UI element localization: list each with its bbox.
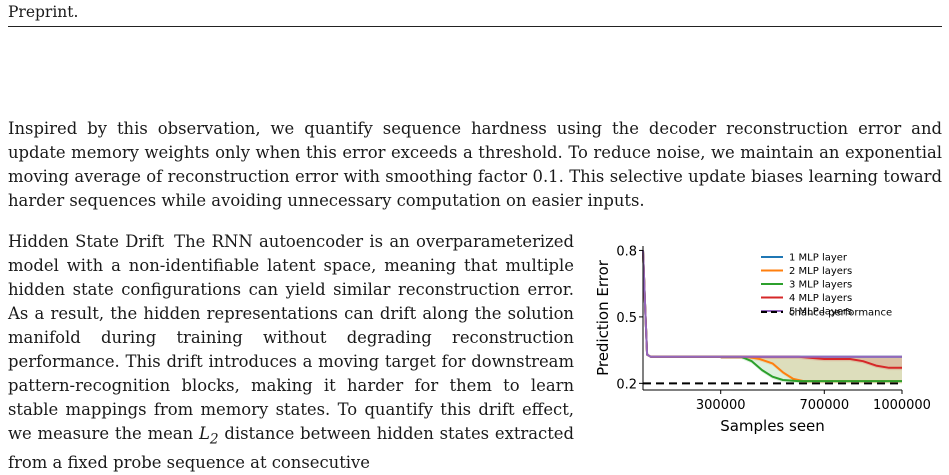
drift-paragraph: Hidden State Drift The RNN autoencoder is… xyxy=(8,230,574,475)
legend-label: 5 MLP layers xyxy=(789,307,852,318)
legend-label: chance performance xyxy=(789,308,892,319)
series-line xyxy=(642,250,902,358)
y-axis-label: Prediction Error xyxy=(594,259,612,376)
legend-label: 4 MLP layers xyxy=(789,293,852,304)
prediction-error-chart: 0.2 0.5 0.8 300000 700000 1000000 Samples see… xyxy=(594,244,931,435)
legend-label: 2 MLP layers xyxy=(789,266,852,277)
math-subscript: 2 xyxy=(209,431,219,448)
x-tick-label: 700000 xyxy=(799,398,849,413)
x-tick-label: 300000 xyxy=(696,398,746,413)
variance-band xyxy=(720,355,902,384)
x-tick-label: 1000000 xyxy=(873,398,931,413)
variance-band xyxy=(720,355,902,384)
header-rule xyxy=(8,26,942,27)
axis-ticks: 0.2 0.5 0.8 300000 700000 1000000 xyxy=(616,244,931,413)
y-tick-label: 0.5 xyxy=(616,311,637,326)
math-symbol: L2 xyxy=(198,424,219,447)
math-letter: L xyxy=(198,424,210,443)
series-line xyxy=(642,250,902,358)
y-tick-label: 0.8 xyxy=(616,244,637,259)
chart-legend: 1 MLP layer 2 MLP layers 3 MLP layers 4 MLP… xyxy=(761,253,892,319)
series-lines xyxy=(642,250,902,383)
intro-paragraph: Inspired by this observation, we quantif… xyxy=(8,119,942,210)
section-heading: Hidden State Drift xyxy=(8,232,165,251)
page-header: Preprint. xyxy=(8,3,79,21)
x-axis-label: Samples seen xyxy=(720,417,825,435)
y-tick-label: 0.2 xyxy=(616,377,637,392)
legend-label: 3 MLP layers xyxy=(789,280,852,291)
drift-text-before: The RNN autoencoder is an overparameteri… xyxy=(8,232,574,443)
legend-label: 1 MLP layer xyxy=(789,253,848,264)
